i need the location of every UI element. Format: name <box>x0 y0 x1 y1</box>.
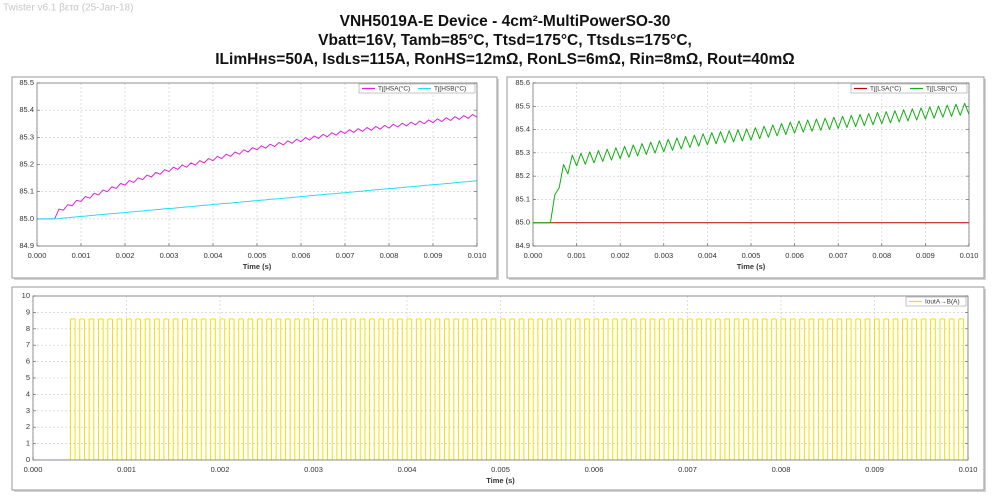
series-group <box>533 102 969 224</box>
x-axis-label: Time (s) <box>737 262 766 271</box>
x-tick-label: 0.005 <box>248 251 267 260</box>
y-tick-label: 84.9 <box>19 241 34 250</box>
x-tick-label: 0.010 <box>960 251 979 260</box>
x-tick-label: 0.003 <box>160 251 179 260</box>
x-axis-label: Time (s) <box>486 476 515 485</box>
y-tick-label: 85.1 <box>515 194 530 203</box>
y-tick-label: 84.9 <box>515 241 530 250</box>
x-tick-label: 0.009 <box>865 465 884 474</box>
series-line <box>37 114 477 220</box>
plot-frame <box>36 82 478 247</box>
x-tick-label: 0.008 <box>380 251 399 260</box>
x-tick-label: 0.008 <box>872 251 891 260</box>
y-tick-label: 85.2 <box>515 171 530 180</box>
legend-label: IoutA→B(A) <box>925 299 960 306</box>
y-tick-label: 85.5 <box>19 78 34 87</box>
series-group <box>33 318 968 460</box>
legend-box <box>358 83 476 94</box>
x-tick-label: 0.004 <box>398 465 417 474</box>
x-tick-label: 0.010 <box>468 251 487 260</box>
step-edges <box>69 318 968 460</box>
x-tick-label: 0.008 <box>772 465 791 474</box>
plot-frame <box>532 82 970 247</box>
x-tick-label: 0.003 <box>654 251 673 260</box>
y-tick-label: 9 <box>26 307 30 316</box>
chart-panel: 84.9 85.0 85.1 85.2 85.3 85.4 85.5 85.6 0.000 0.0… <box>506 76 986 280</box>
x-tick-label: 0.010 <box>959 465 978 474</box>
y-tick-label: 85.0 <box>19 214 34 223</box>
y-tick-label: 85.6 <box>515 78 530 87</box>
y-tick-label: 2 <box>26 422 30 431</box>
x-tick-label: 0.001 <box>117 465 136 474</box>
y-tick-label: 10 <box>22 291 30 300</box>
x-tick-label: 0.002 <box>116 251 135 260</box>
x-tick-label: 0.004 <box>204 251 223 260</box>
x-tick-label: 0.007 <box>829 251 848 260</box>
x-tick-label: 0.000 <box>524 251 543 260</box>
x-tick-label: 0.006 <box>585 465 604 474</box>
x-tick-label: 0.007 <box>678 465 697 474</box>
title-line: VNH5019A-E Device - 4cm²-MultiPowerSO-30 <box>340 13 671 30</box>
y-tick-label: 85.4 <box>515 125 530 134</box>
x-tick-label: 0.003 <box>304 465 323 474</box>
y-tick-label: 8 <box>26 324 30 333</box>
chart-panel: 84.9 85.0 85.1 85.2 85.3 85.4 85.5 0.000 0.001 0.… <box>11 76 499 280</box>
legend-box <box>905 296 967 307</box>
legend-label: Tj[HSB(°C) <box>434 85 466 93</box>
x-tick-label: 0.001 <box>72 251 91 260</box>
y-tick-label: 6 <box>26 357 30 366</box>
x-tick-label: 0.004 <box>698 251 717 260</box>
series-line <box>533 102 969 224</box>
y-tick-label: 85.2 <box>19 159 34 168</box>
y-tick-label: 85.0 <box>515 218 530 227</box>
y-tick-label: 85.3 <box>515 148 530 157</box>
legend-label: Tj[HSA(°C) <box>378 85 410 93</box>
x-tick-label: 0.000 <box>24 465 43 474</box>
x-tick-label: 0.006 <box>292 251 311 260</box>
y-tick-label: 4 <box>26 389 30 398</box>
x-tick-label: 0.005 <box>491 465 510 474</box>
x-tick-label: 0.005 <box>742 251 761 260</box>
legend-label: Tj[LSA(°C) <box>870 85 901 93</box>
x-tick-label: 0.007 <box>336 251 355 260</box>
y-tick-label: 85.5 <box>515 101 530 110</box>
x-tick-label: 0.009 <box>424 251 443 260</box>
plot-frame <box>32 295 969 461</box>
chart-panel: 0 1 2 3 4 5 6 7 8 9 10 0.000 0.001 0.002 0.003 0.004 0.0… <box>11 286 986 492</box>
y-tick-label: 85.4 <box>19 105 34 114</box>
legend-label: Tj[LSB(°C) <box>926 85 957 93</box>
series-line <box>37 180 477 220</box>
y-tick-label: 0 <box>26 455 30 464</box>
title-line: ILimHʜs=50A, Isdʟs=115A, RonHS=12mΩ, Ron… <box>215 51 795 68</box>
legend-box <box>850 83 968 94</box>
x-tick-label: 0.006 <box>785 251 804 260</box>
title-line: Vbatt=16V, Tamb=85°C, Ttsd=175°C, Ttsdʟs… <box>318 32 692 49</box>
y-tick-label: 85.3 <box>19 132 34 141</box>
y-tick-label: 3 <box>26 406 30 415</box>
x-tick-label: 0.002 <box>211 465 230 474</box>
x-tick-label: 0.000 <box>28 251 47 260</box>
x-tick-label: 0.002 <box>611 251 630 260</box>
y-tick-label: 7 <box>26 340 30 349</box>
y-tick-label: 1 <box>26 439 30 448</box>
series-group <box>37 114 477 220</box>
x-axis-label: Time (s) <box>243 262 272 271</box>
y-tick-label: 85.1 <box>19 187 34 196</box>
watermark: Twister v6.1 βετα (25-Jan-18) <box>3 3 133 14</box>
x-tick-label: 0.001 <box>567 251 586 260</box>
y-tick-label: 5 <box>26 373 30 382</box>
x-tick-label: 0.009 <box>916 251 935 260</box>
